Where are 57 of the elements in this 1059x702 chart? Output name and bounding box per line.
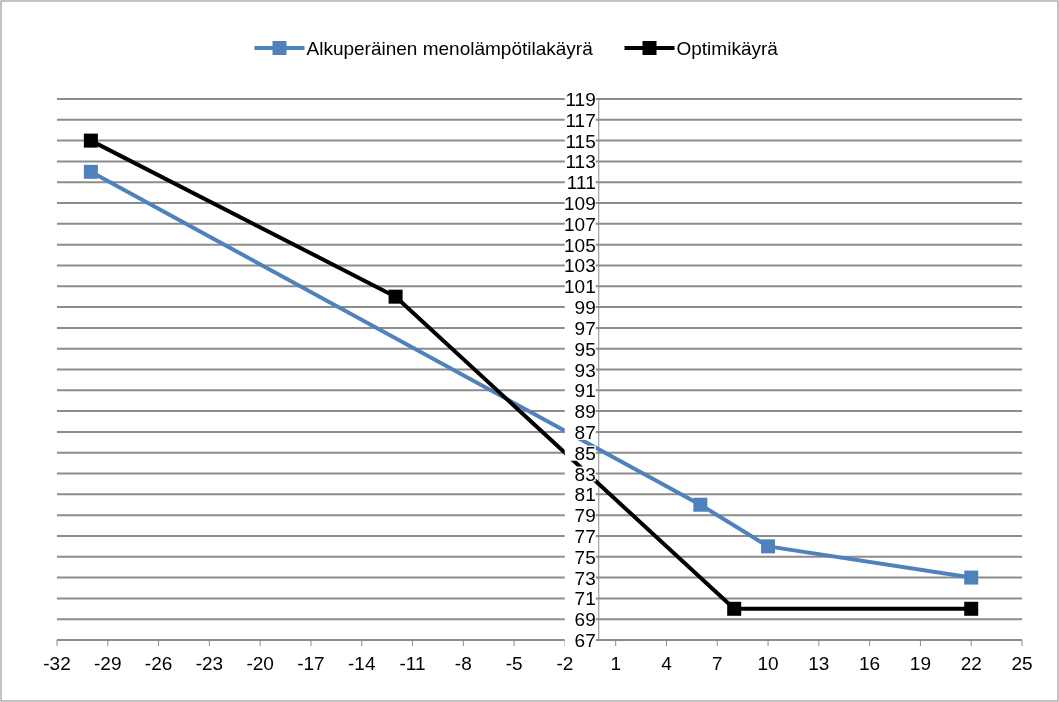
x-tick-label: 1 <box>610 653 621 674</box>
y-tick-label: 107 <box>564 213 596 235</box>
y-tick-label: 75 <box>574 546 596 568</box>
x-tick-label: -32 <box>43 653 71 674</box>
y-tick-label: 73 <box>574 567 596 589</box>
x-tick-label: -26 <box>144 653 173 674</box>
x-tick-label: 4 <box>661 653 673 674</box>
point <box>388 289 403 304</box>
legend-label: Optimikäyrä <box>676 38 779 59</box>
x-tick-label: 22 <box>960 653 982 674</box>
point <box>761 539 776 554</box>
y-tick-label: 105 <box>564 234 596 256</box>
y-tick-label: 79 <box>574 505 596 527</box>
x-tick-label: 13 <box>808 653 830 674</box>
x-tick-label: -17 <box>297 653 325 674</box>
point <box>83 133 98 148</box>
y-tick-label: 99 <box>574 297 596 319</box>
y-tick-label: 71 <box>574 588 596 610</box>
y-tick-label: 119 <box>565 89 596 110</box>
x-tick-label: 7 <box>711 653 723 674</box>
y-tick-label: 83 <box>574 463 596 485</box>
point <box>693 497 708 512</box>
x-tick-label: -8 <box>454 653 472 674</box>
y-tick-label: 85 <box>574 442 596 464</box>
y-tick-label: 117 <box>565 109 596 131</box>
x-tick-label: -2 <box>556 653 574 674</box>
point <box>727 601 742 616</box>
x-tick-label: 16 <box>859 653 881 674</box>
x-tick-label: -5 <box>505 653 523 674</box>
y-tick-label: 115 <box>565 130 596 152</box>
point <box>83 164 98 179</box>
y-tick-label: 93 <box>574 359 596 381</box>
point <box>964 570 979 585</box>
y-tick-label: 69 <box>574 609 596 631</box>
y-tick-label: 89 <box>574 401 596 423</box>
y-tick-label: 77 <box>574 525 596 547</box>
x-tick-label: -23 <box>195 653 224 674</box>
x-tick-label: -20 <box>246 653 274 674</box>
x-tick-label: 19 <box>909 653 931 674</box>
x-tick-label: -14 <box>348 653 376 674</box>
x-tick-label: -29 <box>94 653 122 674</box>
x-tick-label: 10 <box>757 653 779 674</box>
y-tick-label: 95 <box>574 338 596 360</box>
y-tick-label: 81 <box>574 484 596 506</box>
y-tick-label: 101 <box>564 276 596 298</box>
y-tick-label: 103 <box>564 255 596 277</box>
y-tick-label: 91 <box>574 380 596 402</box>
x-tick-label: 25 <box>1011 653 1033 674</box>
legend-label: Alkuperäinen menolämpötilakäyrä <box>306 38 594 59</box>
point <box>964 601 979 616</box>
y-tick-label: 67 <box>574 630 596 651</box>
y-tick-label: 97 <box>574 317 596 339</box>
x-tick-label: -11 <box>399 653 426 674</box>
y-tick-label: 109 <box>564 193 596 215</box>
y-tick-label: 113 <box>565 151 596 173</box>
y-tick-label: 111 <box>566 172 596 194</box>
y-tick-label: 87 <box>574 421 596 443</box>
